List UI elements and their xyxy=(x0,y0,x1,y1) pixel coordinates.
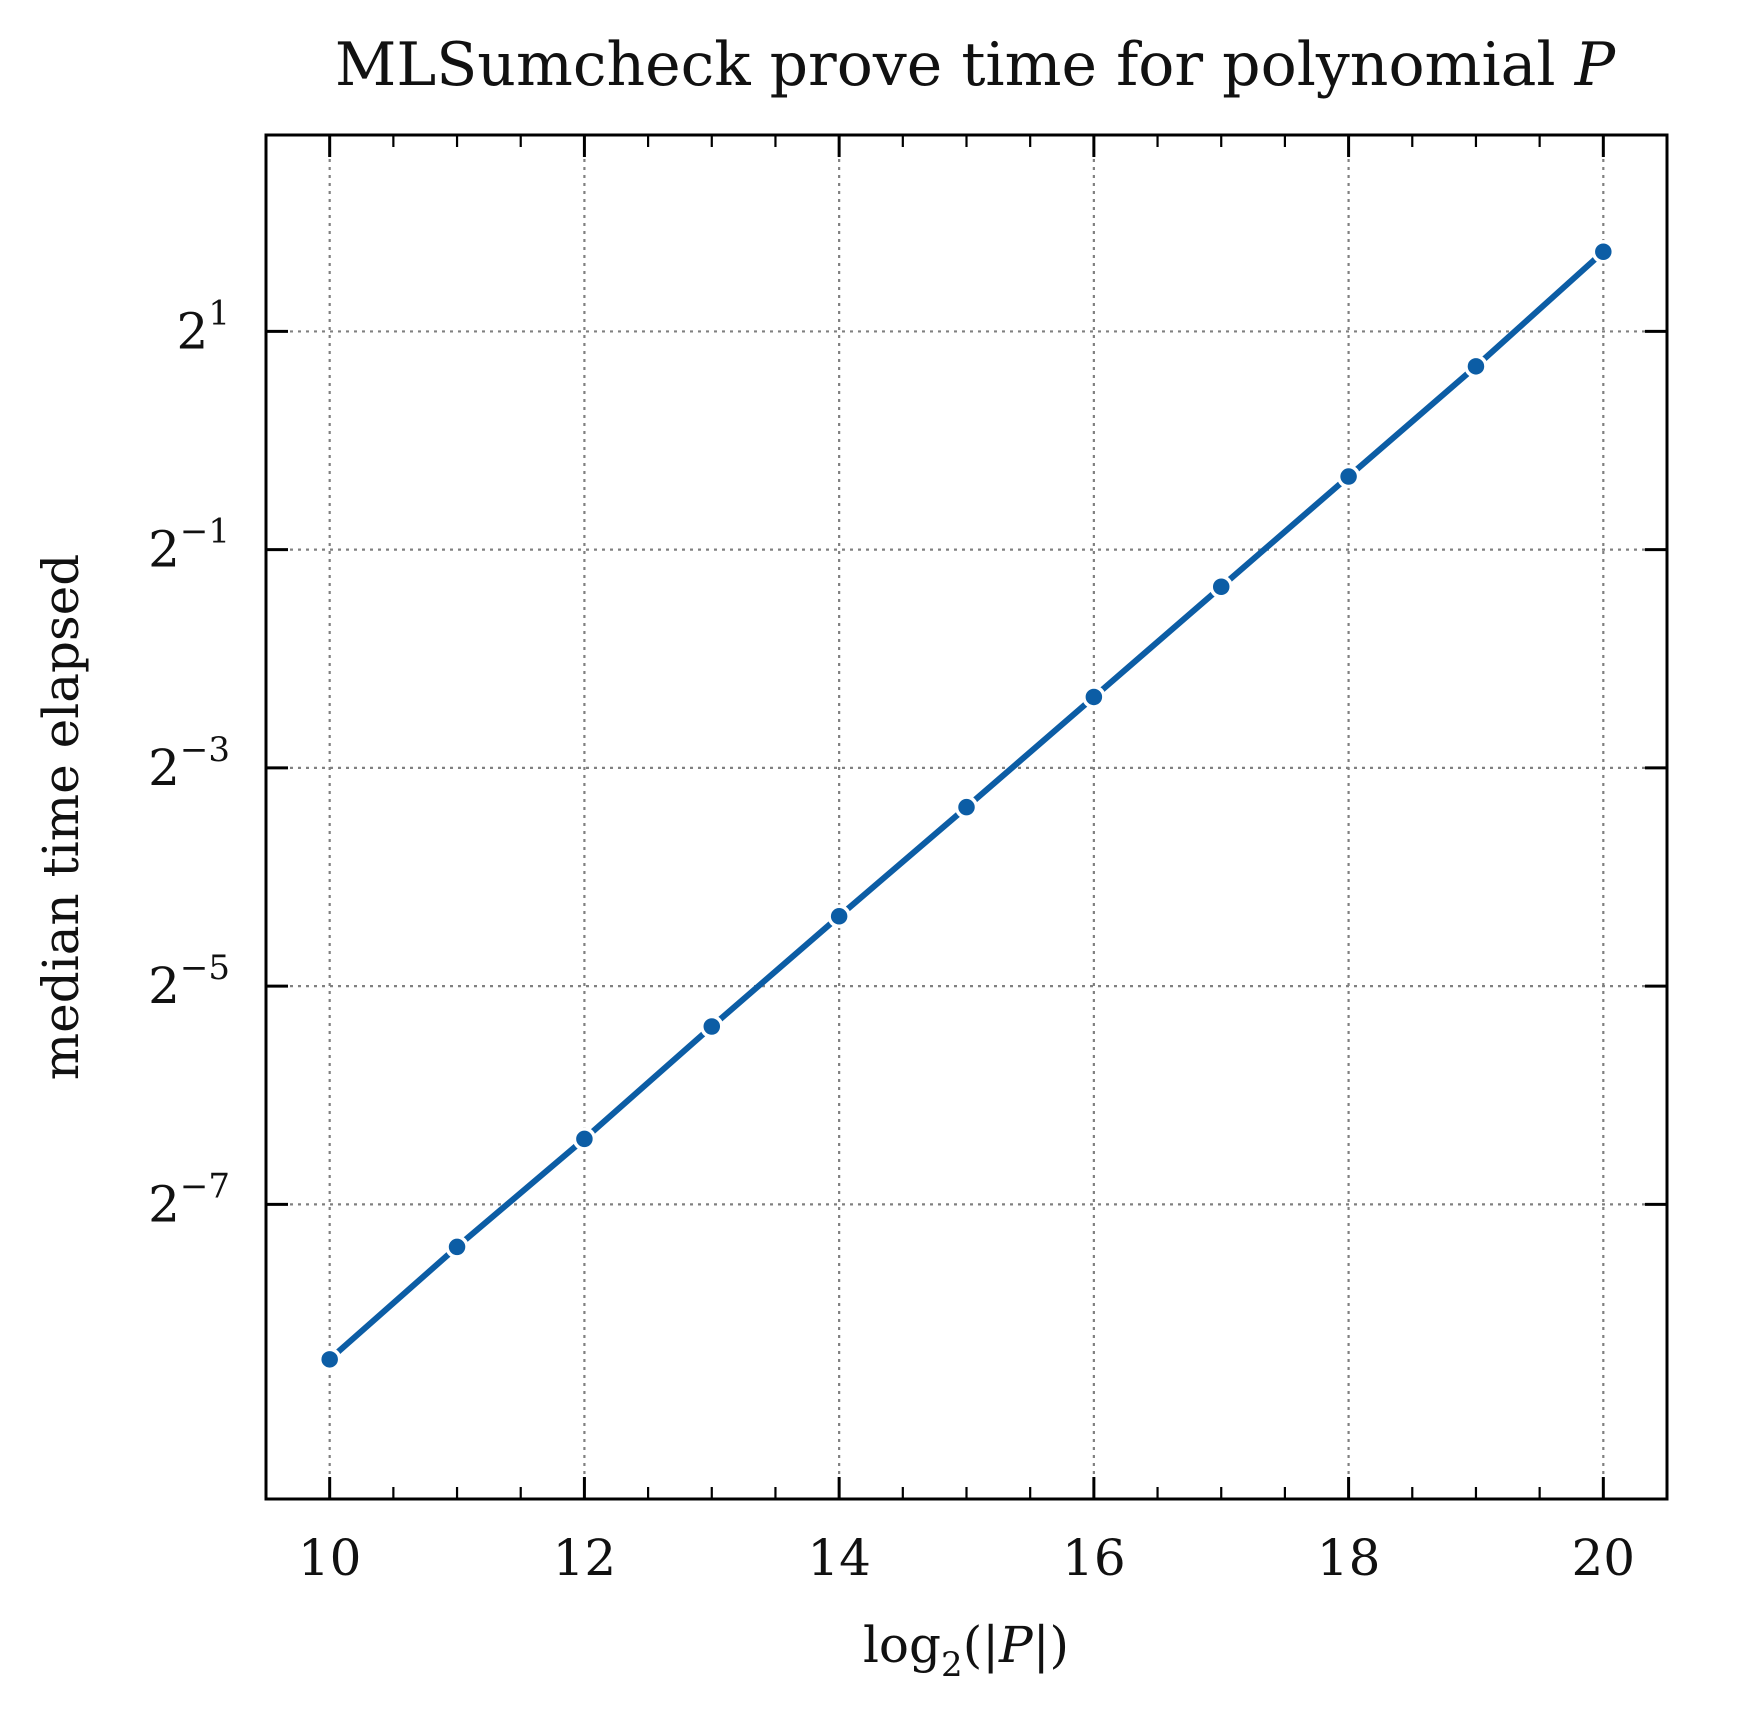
data-point xyxy=(1591,240,1616,264)
data-point xyxy=(572,1127,597,1151)
x-axis-title: log2(|P|) xyxy=(863,1616,1069,1685)
x-tick-label: 18 xyxy=(1317,1529,1381,1587)
data-point xyxy=(445,1235,469,1259)
data-point xyxy=(1082,685,1106,709)
series-layer xyxy=(317,240,1616,1372)
data-point xyxy=(1336,464,1361,489)
data-point xyxy=(1464,354,1488,379)
grid xyxy=(266,135,1667,1499)
data-point xyxy=(827,904,851,929)
x-tick-label: 20 xyxy=(1572,1529,1636,1587)
data-point xyxy=(317,1347,342,1372)
x-tick-label: 14 xyxy=(807,1529,871,1587)
chart-title: MLSumcheck prove time for polynomial P xyxy=(335,30,1617,100)
x-tick-label: 16 xyxy=(1062,1529,1126,1587)
tick-labels: 10 12 14 16 18 20 21 2−1 2−3 2−5 2−7 xyxy=(148,293,1635,1587)
y-tick-label: 2−7 xyxy=(148,1166,230,1233)
x-tick-label: 12 xyxy=(553,1529,617,1587)
y-tick-label: 2−1 xyxy=(148,512,230,579)
y-tick-label: 2−3 xyxy=(148,730,230,797)
ticks xyxy=(264,135,1669,1499)
data-point xyxy=(954,795,979,819)
data-point xyxy=(700,1014,724,1039)
y-tick-label: 2−5 xyxy=(148,948,230,1015)
y-axis-title: median time elapsed xyxy=(32,554,90,1081)
data-point xyxy=(1209,575,1233,599)
y-tick-label: 21 xyxy=(177,293,230,360)
x-tick-label: 10 xyxy=(298,1529,362,1587)
